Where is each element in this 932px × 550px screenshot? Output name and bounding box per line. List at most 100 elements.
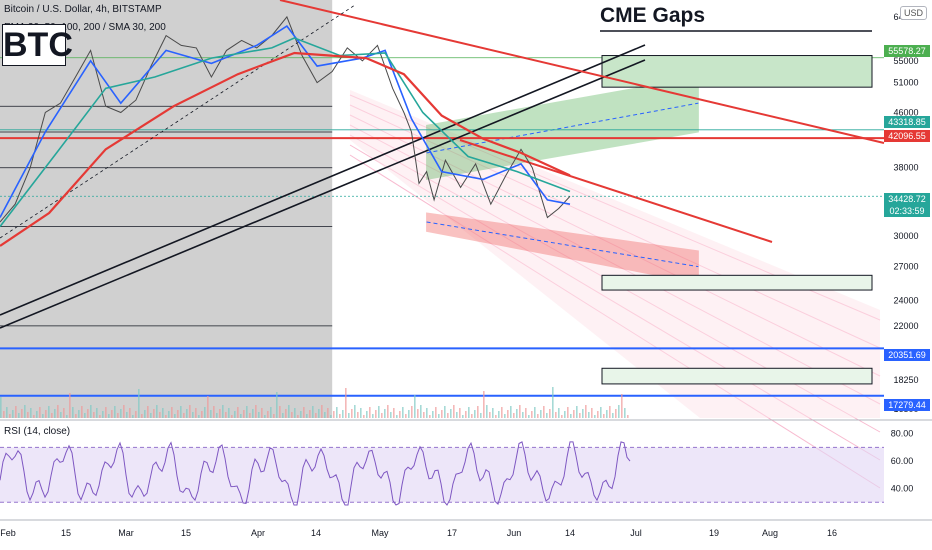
- volume-bar-158: [474, 410, 476, 418]
- ema-line-1: [0, 37, 571, 228]
- volume-bar-159: [477, 406, 479, 418]
- volume-bar-80: [240, 414, 242, 418]
- volume-bar-75: [225, 412, 227, 418]
- y-tick-1: 55000: [893, 56, 918, 66]
- trendline-red-short: [459, 139, 773, 243]
- volume-bar-205: [615, 409, 617, 418]
- rsi-title: RSI (14, close): [4, 426, 71, 437]
- volume-bar-125: [375, 410, 377, 418]
- volume-bar-65: [195, 408, 197, 418]
- volume-bar-154: [462, 415, 464, 418]
- volume-bar-71: [213, 406, 215, 418]
- volume-bar-185: [555, 412, 557, 418]
- volume-bar-184: [552, 387, 554, 418]
- volume-bar-43: [129, 408, 131, 418]
- volume-bar-186: [558, 408, 560, 418]
- volume-bar-124: [372, 414, 374, 418]
- volume-bar-82: [246, 406, 248, 418]
- volume-bar-47: [141, 414, 143, 418]
- x-tick-8: Jun: [507, 528, 522, 538]
- volume-bar-110: [330, 415, 332, 418]
- volume-bar-84: [252, 409, 254, 418]
- volume-bar-208: [624, 408, 626, 418]
- cme-gap-box-1: [601, 274, 873, 291]
- indicator-legend: EMA 20, 50, 100, 200 / SMA 30, 200: [4, 22, 166, 33]
- volume-bar-133: [399, 411, 401, 418]
- volume-bar-57: [171, 407, 173, 418]
- volume-bar-195: [585, 405, 587, 418]
- volume-bar-182: [546, 413, 548, 418]
- volume-bar-14: [42, 414, 44, 418]
- volume-bar-132: [396, 415, 398, 418]
- volume-bar-53: [159, 412, 161, 418]
- volume-bar-10: [30, 408, 32, 418]
- x-tick-5: 14: [311, 528, 321, 538]
- volume-bar-74: [222, 405, 224, 418]
- volume-bar-168: [504, 414, 506, 418]
- volume-bar-176: [528, 415, 530, 418]
- x-tick-2: Mar: [118, 528, 134, 538]
- currency-badge[interactable]: USD: [900, 6, 928, 20]
- volume-bar-104: [312, 406, 314, 418]
- volume-bar-181: [543, 406, 545, 418]
- volume-bar-15: [45, 410, 47, 418]
- countdown-label: 02:33:59: [884, 205, 930, 217]
- volume-bar-56: [168, 411, 170, 418]
- volume-bar-62: [186, 409, 188, 418]
- volume-bar-90: [270, 407, 272, 418]
- volume-bar-60: [180, 406, 182, 418]
- volume-bar-22: [66, 415, 68, 418]
- volume-bar-178: [534, 407, 536, 418]
- volume-bar-68: [204, 407, 206, 418]
- volume-bar-117: [351, 409, 353, 418]
- volume-bar-166: [498, 411, 500, 418]
- volume-bar-38: [114, 406, 116, 418]
- y-tick-7: 30000: [893, 231, 918, 241]
- volume-bar-146: [438, 414, 440, 418]
- volume-bar-120: [360, 408, 362, 418]
- volume-bar-144: [432, 411, 434, 418]
- volume-bar-50: [150, 413, 152, 418]
- x-tick-9: 14: [565, 528, 575, 538]
- rsi-line: [0, 441, 631, 506]
- volume-bar-112: [336, 407, 338, 418]
- volume-bar-142: [426, 408, 428, 418]
- price-label-level-d: 17279.44: [884, 399, 930, 411]
- volume-bar-25: [75, 414, 77, 418]
- volume-bar-64: [192, 412, 194, 418]
- y-tick-9: 24000: [893, 296, 918, 306]
- volume-bar-119: [357, 412, 359, 418]
- ema-line-0: [0, 25, 571, 218]
- volume-bar-189: [567, 407, 569, 418]
- volume-bar-81: [243, 410, 245, 418]
- volume-bar-85: [255, 405, 257, 418]
- volume-bar-203: [609, 406, 611, 418]
- volume-bar-164: [492, 408, 494, 418]
- volume-bar-116: [348, 413, 350, 418]
- volume-bar-206: [618, 405, 620, 418]
- volume-bar-135: [405, 414, 407, 418]
- volume-bar-129: [387, 405, 389, 418]
- price-label-last: 34428.72: [884, 193, 930, 205]
- symbol-badge: BTC: [2, 24, 73, 66]
- volume-bar-72: [216, 413, 218, 418]
- volume-bar-61: [183, 413, 185, 418]
- volume-bar-97: [291, 412, 293, 418]
- trendline-black-lower: [0, 59, 646, 329]
- rsi-y-tick-0: 80.00: [891, 429, 914, 439]
- volume-bar-33: [99, 415, 101, 418]
- volume-bar-187: [561, 415, 563, 418]
- volume-bar-2: [6, 407, 8, 418]
- volume-bar-35: [105, 407, 107, 418]
- volume-bar-165: [495, 415, 497, 418]
- ema-line-2: [0, 51, 571, 247]
- price-label-level-a: 43318.85: [884, 116, 930, 128]
- volume-bar-27: [81, 406, 83, 418]
- volume-bar-141: [423, 412, 425, 418]
- price-label-level-b: 42096.55: [884, 130, 930, 142]
- volume-bar-101: [303, 407, 305, 418]
- volume-bar-153: [459, 408, 461, 418]
- volume-bar-31: [93, 412, 95, 418]
